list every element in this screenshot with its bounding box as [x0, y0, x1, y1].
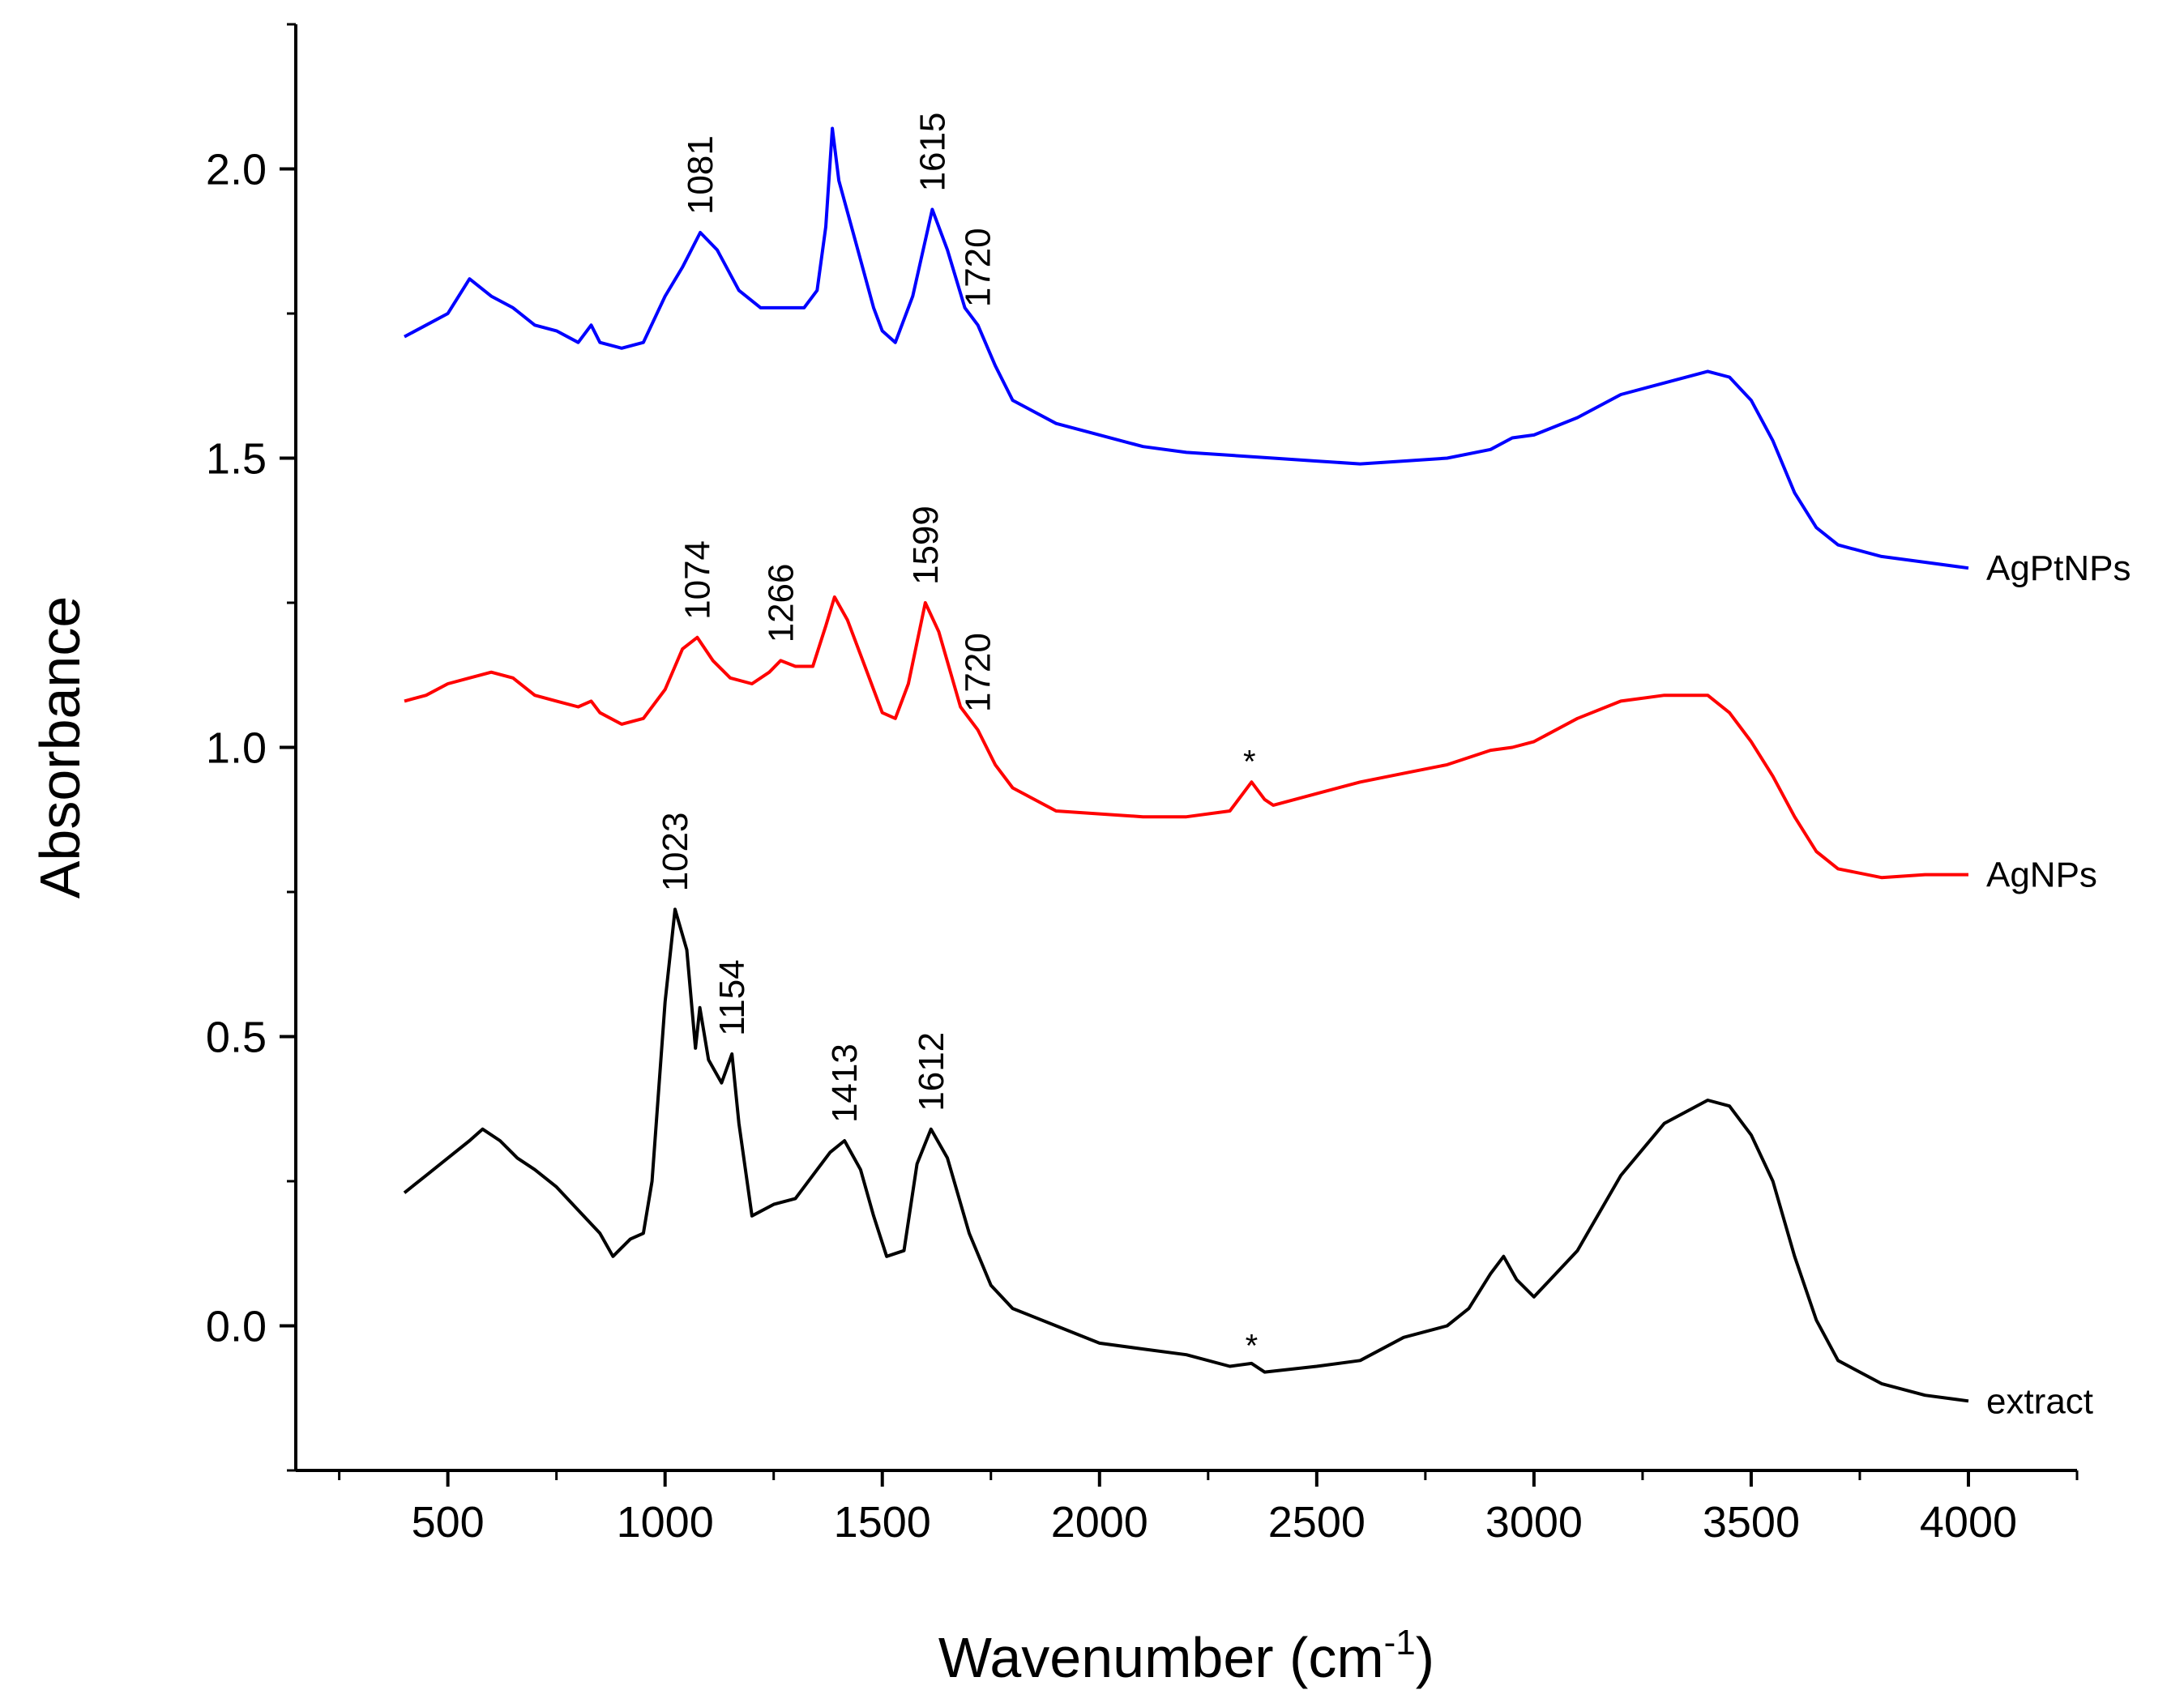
peak-label: 1074 [677, 540, 717, 620]
series-label-extract: extract [1986, 1381, 2093, 1421]
x-axis-title-main: Wavenumber (cm [938, 1626, 1384, 1689]
peak-label: 1720 [959, 633, 998, 712]
x-tick-label: 3500 [1703, 1498, 1800, 1547]
series-layer [403, 126, 1969, 1403]
x-tick-label: 4000 [1920, 1498, 2017, 1547]
peak-label: 1266 [761, 564, 801, 643]
series-line-extract [403, 907, 1969, 1403]
x-tick-label: 3000 [1485, 1498, 1583, 1547]
series-line-AgNPs [404, 595, 1968, 880]
axes: 0.0 0.5 1.0 1.5 2.0 500 1000 1500 2000 2500 3000 35… [206, 23, 2079, 1547]
x-tick-label: 2000 [1051, 1498, 1148, 1547]
peak-label: 1081 [681, 135, 720, 215]
peak-label: 1612 [912, 1032, 951, 1112]
x-tick-label: 500 [412, 1498, 485, 1547]
y-tick-label: 2.0 [206, 146, 267, 194]
y-tick-label: 1.0 [206, 724, 267, 773]
peak-label: 1154 [712, 959, 752, 1036]
x-tick-label: 1000 [617, 1498, 714, 1547]
y-tick-label: 1.5 [206, 435, 267, 484]
annotation-asterisk: * [1243, 744, 1256, 779]
peak-label: 1023 [656, 813, 695, 892]
peak-label: 1615 [912, 113, 952, 192]
y-tick-label: 0.5 [206, 1014, 267, 1062]
x-axis-title-end: ) [1416, 1626, 1434, 1689]
peak-label: 1599 [906, 506, 946, 585]
y-tick-label: 0.0 [206, 1303, 267, 1351]
series-label-AgNPs: AgNPs [1986, 856, 2097, 895]
x-tick-label: 1500 [834, 1498, 931, 1547]
peak-label: 1413 [825, 1043, 865, 1123]
annotation-asterisk: * [1246, 1328, 1259, 1363]
series-line-AgPtNPs [404, 126, 1969, 570]
x-tick-label: 2500 [1268, 1498, 1366, 1547]
x-axis-title: Wavenumber (cm-1) [938, 1623, 1434, 1689]
x-axis-title-superscript: -1 [1384, 1623, 1416, 1662]
peak-label: 1720 [959, 228, 998, 307]
series-label-AgPtNPs: AgPtNPs [1986, 548, 2131, 588]
y-axis-title: Absorbance [28, 596, 92, 899]
